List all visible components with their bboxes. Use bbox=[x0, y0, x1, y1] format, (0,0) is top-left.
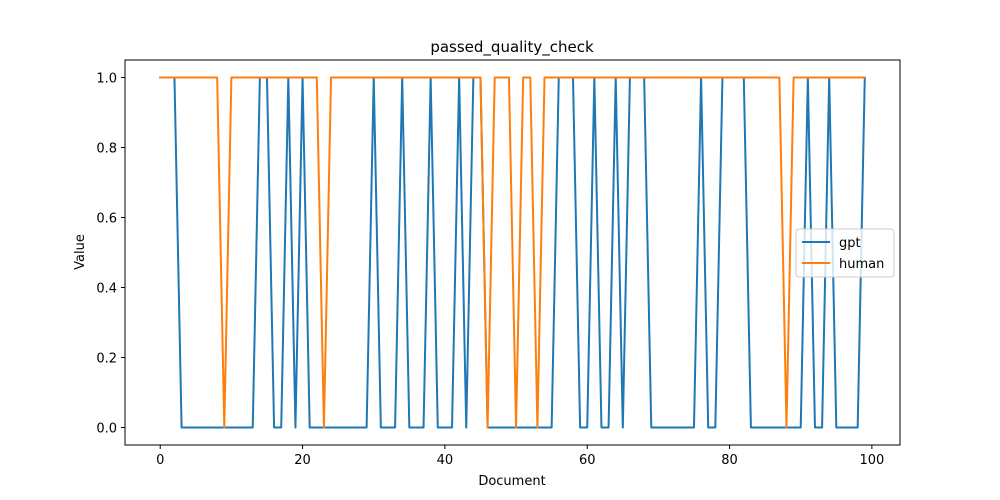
series-line-gpt bbox=[159, 76, 866, 429]
y-axis-label: Value bbox=[73, 234, 88, 270]
y-tick-label: 0.0 bbox=[96, 422, 117, 437]
x-tick-label: 0 bbox=[156, 453, 164, 468]
y-tick-label: 0.4 bbox=[96, 282, 117, 297]
y-tick-label: 1.0 bbox=[96, 72, 117, 87]
x-tick-label: 40 bbox=[437, 453, 454, 468]
legend-label-human: human bbox=[839, 257, 884, 272]
chart-title: passed_quality_check bbox=[430, 38, 594, 57]
x-tick-label: 80 bbox=[721, 453, 738, 468]
x-tick-label: 100 bbox=[859, 453, 884, 468]
y-axis: 0.0 0.2 0.4 0.6 0.8 1.0 bbox=[96, 72, 125, 437]
y-tick-label: 0.6 bbox=[96, 212, 117, 227]
legend-label-gpt: gpt bbox=[839, 236, 861, 251]
x-axis: 0 20 40 60 80 100 bbox=[156, 445, 884, 468]
x-axis-label: Document bbox=[478, 474, 545, 489]
x-tick-label: 60 bbox=[579, 453, 596, 468]
series-layer bbox=[159, 76, 866, 429]
y-tick-label: 0.2 bbox=[96, 352, 117, 367]
plot-area-frame bbox=[124, 59, 901, 446]
y-tick-label: 0.8 bbox=[96, 142, 117, 157]
series-line-human bbox=[159, 76, 866, 429]
x-tick-label: 20 bbox=[294, 453, 311, 468]
legend: gpt human bbox=[795, 228, 895, 278]
